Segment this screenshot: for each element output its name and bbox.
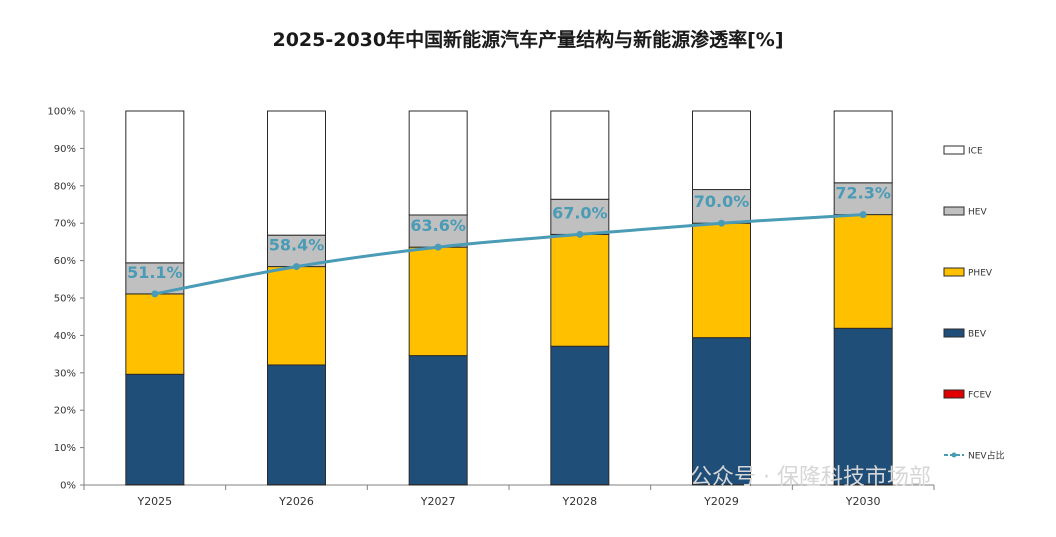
bar-segment-ice	[692, 110, 751, 191]
legend-label: HEV	[968, 208, 987, 218]
x-tick-label: Y2026	[278, 495, 314, 508]
bar-segment-ice	[267, 110, 326, 236]
y-tick-label: 90%	[54, 144, 76, 155]
x-tick-label: Y2025	[136, 495, 172, 508]
bar-segment-phev	[550, 233, 610, 347]
x-tick-label: Y2030	[845, 495, 881, 508]
nev-line-point	[859, 211, 867, 219]
bar-segment-ice	[833, 110, 893, 184]
nev-data-label: 51.1%	[127, 263, 183, 282]
bar-segment-bev	[833, 327, 893, 486]
y-tick-label: 80%	[54, 181, 76, 192]
watermark-text: 公众号 · 保隆科技市场部	[690, 465, 931, 490]
nev-data-label: 72.3%	[835, 184, 891, 203]
chart-title: 2025-2030年中国新能源汽车产量结构与新能源渗透率[%]	[272, 28, 783, 51]
bar-segment-bev	[550, 345, 610, 486]
y-tick-label: 60%	[54, 256, 76, 267]
legend-swatch-phev	[943, 267, 965, 277]
legend-swatch-ice	[943, 145, 965, 155]
bar-segment-bev	[125, 373, 185, 486]
bar-segment-bev	[408, 355, 468, 486]
y-tick-label: 10%	[54, 443, 76, 454]
nev-data-label: 67.0%	[552, 203, 608, 222]
y-tick-label: 20%	[54, 406, 76, 417]
chart-bars	[125, 110, 893, 486]
legend-label: ICE	[968, 147, 983, 157]
bar-segment-ice	[408, 110, 468, 216]
bar-segment-ice	[550, 110, 610, 200]
bar-segment-phev	[408, 246, 468, 357]
x-tick-label: Y2028	[561, 495, 597, 508]
nev-line-point	[151, 290, 159, 298]
bar-segment-bev	[692, 337, 751, 486]
y-tick-label: 70%	[54, 219, 76, 230]
x-tick-label: Y2027	[420, 495, 456, 508]
nev-line-path	[154, 213, 864, 296]
chart-axes: 0% 10% 20% 30% 40% 50% 60% 70% 80% 90% 100% Y2025 Y2…	[47, 107, 935, 508]
y-tick-label: 40%	[54, 331, 76, 342]
nev-line-point	[718, 219, 725, 227]
legend-swatch-bev	[943, 328, 965, 338]
legend-label: FCEV	[968, 391, 992, 401]
nev-line-point	[576, 230, 584, 238]
chart-legend: ICE HEV PHEV BEV FCEV NEV占比	[943, 145, 1005, 462]
nev-data-label: 70.0%	[694, 192, 750, 211]
legend-swatch-hev	[943, 206, 965, 216]
nev-data-label: 63.6%	[410, 216, 466, 235]
legend-swatch-nev-point	[951, 452, 957, 458]
y-tick-label: 100%	[47, 107, 76, 118]
nev-data-label: 58.4%	[269, 236, 325, 255]
bar-segment-phev	[692, 222, 751, 339]
x-tick-label: Y2029	[703, 495, 739, 508]
y-tick-label: 0%	[60, 481, 76, 492]
bar-segment-phev	[833, 214, 893, 329]
legend-label: NEV占比	[968, 450, 1005, 462]
bar-segment-ice	[125, 110, 185, 264]
nev-line-point	[293, 263, 300, 271]
legend-label: PHEV	[968, 269, 993, 279]
legend-swatch-fcev	[943, 389, 965, 399]
chart-nev-line: 51.1% 58.4% 63.6% 67.0% 70.0% 72.3%	[127, 184, 891, 298]
bar-segment-phev	[267, 266, 326, 366]
legend-label: BEV	[968, 330, 987, 340]
bar-segment-hev	[833, 182, 893, 216]
y-tick-label: 50%	[54, 294, 76, 305]
bar-segment-phev	[125, 293, 185, 375]
y-tick-label: 30%	[54, 368, 76, 379]
bar-segment-bev	[267, 364, 326, 486]
nev-line-point	[434, 243, 442, 251]
bar-segment-hev	[408, 214, 468, 248]
